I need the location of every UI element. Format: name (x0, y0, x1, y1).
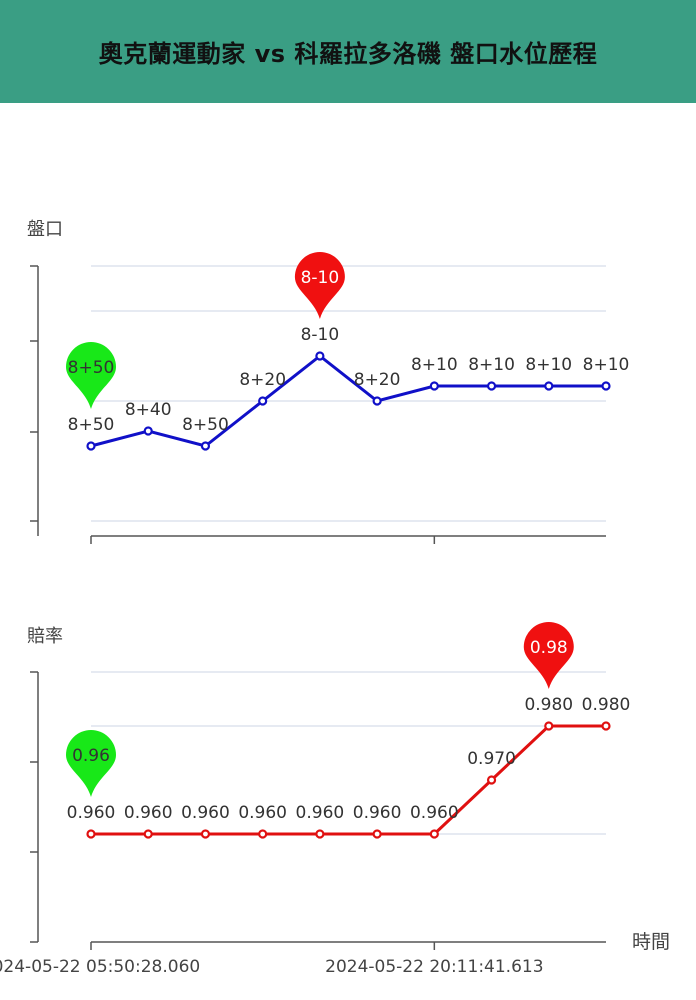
data-label: 8+50 (182, 415, 229, 435)
data-point (601, 721, 611, 731)
odds-x-tick-labels: 2024-05-22 05:50:28.060 2024-05-22 20:11:… (0, 957, 544, 977)
data-point (200, 441, 211, 451)
data-label: 0.960 (67, 803, 116, 823)
data-point (429, 381, 439, 391)
data-point (601, 381, 611, 391)
odds-data-labels: 0.960 0.960 0.960 0.960 0.960 0.960 0.960 0.970… (67, 695, 631, 823)
x-tick-label: 2024-05-22 20:11:41.613 (325, 957, 543, 977)
data-label: 8+50 (68, 415, 115, 435)
data-point (86, 829, 96, 839)
data-point (429, 829, 439, 839)
max-marker-pin-label: 0.98 (530, 638, 568, 658)
data-point (258, 396, 268, 406)
handicap-series (86, 351, 611, 451)
x-tick-label: 2024-05-22 05:50:28.060 (0, 957, 200, 977)
handicap-axes (30, 265, 606, 544)
data-label: 0.960 (353, 803, 402, 823)
data-point (86, 441, 96, 451)
data-point (486, 775, 497, 785)
data-label: 0.960 (296, 803, 345, 823)
data-point (544, 721, 554, 731)
handicap-grid (91, 265, 606, 522)
handicap-y-axis-label: 盤口 (27, 219, 63, 240)
handicap-markers: 8+50 8-10 (66, 252, 345, 409)
data-label: 0.960 (238, 803, 287, 823)
data-label: 8-10 (301, 325, 340, 345)
min-marker-pin (66, 730, 116, 797)
data-point (143, 426, 153, 436)
data-label: 8+20 (239, 370, 286, 390)
data-label: 0.960 (124, 803, 173, 823)
data-label: 0.980 (524, 695, 573, 715)
data-label: 0.970 (467, 749, 516, 769)
max-marker-pin-label: 8-10 (301, 268, 340, 288)
data-point (315, 829, 325, 839)
page-header: 奧克蘭運動家 vs 科羅拉多洛磯 盤口水位歷程 (0, 0, 696, 103)
data-label: 0.980 (582, 695, 631, 715)
data-label: 8+10 (525, 355, 572, 375)
handicap-chart: 盤口 8+508+408+508+208-108+208+10 8+10 8+10 8… (27, 219, 629, 544)
data-point (372, 829, 382, 839)
odds-chart: 賠率 時間 0.960 0.960 0.960 0.960 0.960 0.960 0.96… (0, 622, 670, 977)
data-point (143, 829, 153, 839)
data-point (200, 829, 211, 839)
data-point (372, 396, 382, 406)
data-label: 8+20 (354, 370, 401, 390)
page-title: 奧克蘭運動家 vs 科羅拉多洛磯 盤口水位歷程 (98, 40, 598, 68)
data-label: 8+10 (411, 355, 458, 375)
min-marker-pin-label: 0.96 (72, 746, 110, 766)
max-marker-pin (523, 622, 574, 689)
data-label: 8+40 (125, 400, 172, 420)
data-point (258, 829, 268, 839)
data-point (486, 381, 497, 391)
series-line (90, 354, 606, 448)
odds-axes (30, 671, 606, 950)
odds-series (86, 721, 611, 839)
data-label: 8+10 (468, 355, 515, 375)
data-point (315, 351, 325, 361)
odds-x-axis-label: 時間 (632, 931, 670, 953)
max-marker-pin (294, 252, 345, 319)
data-point (544, 381, 554, 391)
data-label: 8+10 (583, 355, 630, 375)
series-line (91, 724, 606, 836)
min-marker-pin (66, 342, 116, 409)
handicap-data-labels: 8+50 8+40 8+50 8+20 8-10 8+20 8+10 8+10 8+10 8+10 (68, 325, 630, 435)
odds-markers: 0.96 0.98 (66, 622, 574, 797)
data-label: 0.960 (181, 803, 230, 823)
min-marker-pin-label: 8+50 (68, 358, 115, 378)
odds-y-axis-label: 賠率 (27, 626, 63, 647)
data-label: 0.960 (410, 803, 459, 823)
